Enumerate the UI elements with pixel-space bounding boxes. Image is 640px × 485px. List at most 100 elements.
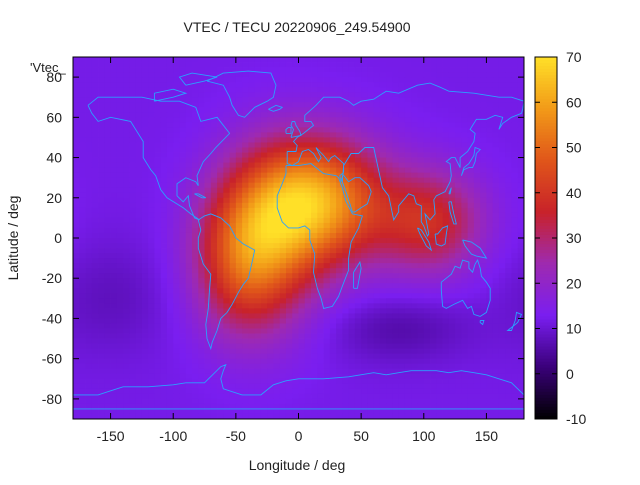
- heat-cell: [392, 398, 400, 405]
- heat-cell: [204, 293, 212, 299]
- heat-cell: [179, 152, 187, 158]
- heat-cell: [210, 222, 218, 229]
- heat-cell: [317, 157, 324, 163]
- heat-cell: [392, 363, 400, 370]
- heat-cell: [492, 378, 500, 385]
- heat-cell: [154, 343, 162, 350]
- heat-cell: [285, 217, 293, 224]
- heat-cell: [185, 232, 193, 239]
- heat-cell: [373, 142, 381, 148]
- heat-cell: [79, 333, 86, 339]
- heat-cell: [129, 157, 137, 163]
- heat-cell: [135, 217, 143, 224]
- heat-cell: [404, 137, 412, 143]
- heat-cell: [79, 298, 86, 304]
- heat-cell: [192, 333, 199, 339]
- heat-cell: [210, 388, 218, 395]
- heat-cell: [329, 303, 337, 309]
- heat-cell: [442, 202, 450, 209]
- heat-cell: [292, 97, 299, 103]
- heat-cell: [148, 107, 155, 113]
- heat-cell: [267, 283, 274, 289]
- heat-cell: [292, 368, 299, 375]
- heat-cell: [192, 102, 199, 108]
- heat-cell: [455, 393, 462, 400]
- heat-cell: [217, 57, 224, 63]
- heat-cell: [79, 232, 86, 239]
- heat-cell: [116, 328, 124, 334]
- heat-cell: [498, 127, 506, 133]
- heat-cell: [160, 202, 168, 209]
- heat-cell: [473, 368, 481, 375]
- heat-cell: [367, 313, 375, 319]
- heat-cell: [392, 333, 400, 339]
- heat-cell: [129, 333, 137, 339]
- heat-cell: [217, 238, 224, 244]
- heat-cell: [448, 393, 456, 400]
- heat-cell: [116, 97, 124, 103]
- heat-cell: [323, 162, 331, 169]
- heat-cell: [235, 358, 243, 365]
- heat-cell: [267, 348, 274, 355]
- heat-cell: [179, 112, 187, 118]
- heat-cell: [248, 348, 256, 355]
- heat-cell: [492, 353, 500, 360]
- heat-cell: [442, 227, 450, 234]
- heat-cell: [166, 222, 174, 229]
- heat-cell: [486, 67, 494, 73]
- heat-cell: [398, 313, 406, 319]
- heat-cell: [273, 363, 281, 370]
- heat-cell: [448, 67, 456, 73]
- heat-cell: [517, 77, 525, 83]
- heat-cell: [423, 207, 431, 214]
- heat-cell: [85, 157, 93, 163]
- heat-cell: [235, 323, 243, 329]
- heat-cell: [229, 368, 237, 375]
- heat-cell: [492, 348, 500, 355]
- heat-cell: [166, 363, 174, 370]
- heat-cell: [242, 92, 249, 98]
- heat-cell: [392, 127, 400, 133]
- heat-cell: [298, 127, 306, 133]
- heat-cell: [192, 283, 199, 289]
- heat-cell: [342, 117, 350, 123]
- heat-cell: [348, 147, 356, 153]
- heat-cell: [217, 102, 224, 108]
- heat-cell: [279, 127, 287, 133]
- heat-cell: [361, 177, 368, 184]
- heat-cell: [198, 157, 205, 163]
- heat-cell: [129, 232, 137, 239]
- heat-cell: [336, 147, 343, 153]
- heat-cell: [242, 388, 249, 395]
- heat-cell: [486, 388, 494, 395]
- heat-cell: [354, 212, 362, 219]
- heat-cell: [367, 87, 375, 93]
- heat-cell: [98, 373, 105, 380]
- heat-cell: [260, 278, 268, 284]
- heat-cell: [436, 127, 443, 133]
- heat-cell: [461, 358, 469, 365]
- heat-cell: [442, 343, 450, 350]
- heat-cell: [480, 393, 487, 400]
- heat-cell: [235, 363, 243, 370]
- heat-cell: [398, 147, 406, 153]
- heat-cell: [430, 323, 437, 329]
- heat-cell: [442, 363, 450, 370]
- heat-cell: [104, 353, 111, 360]
- heat-cell: [104, 343, 111, 350]
- heat-cell: [417, 147, 425, 153]
- heat-cell: [204, 398, 212, 405]
- heat-cell: [354, 192, 362, 199]
- heat-cell: [160, 127, 168, 133]
- heat-cell: [311, 243, 318, 249]
- heat-cell: [361, 82, 368, 88]
- heat-cell: [154, 293, 162, 299]
- heat-cell: [123, 167, 130, 174]
- heat-cell: [436, 323, 443, 329]
- heat-cell: [361, 348, 368, 355]
- heat-cell: [91, 67, 99, 73]
- heat-cell: [423, 353, 431, 360]
- heat-cell: [517, 363, 525, 370]
- heat-cell: [430, 243, 437, 249]
- heat-cell: [217, 187, 224, 194]
